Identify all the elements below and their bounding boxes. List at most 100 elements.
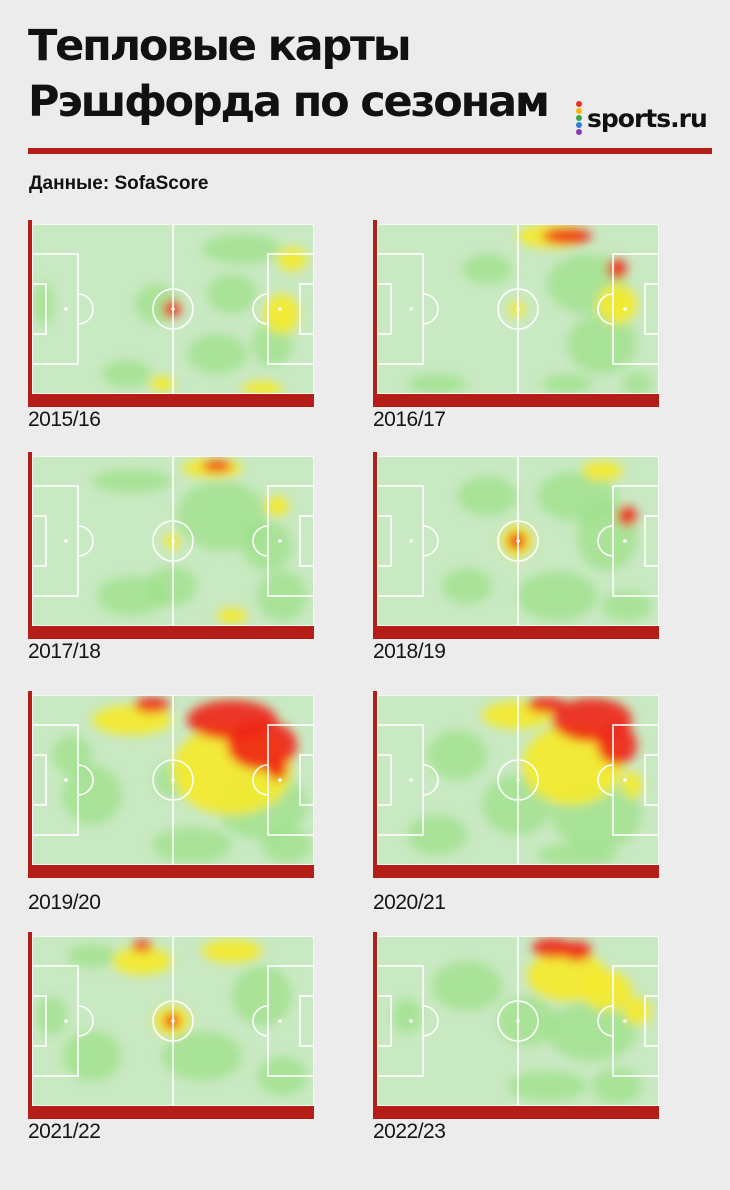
heat-spot bbox=[227, 720, 297, 770]
heatmap-card: 2018/19 bbox=[373, 452, 663, 663]
heat-spot bbox=[547, 1001, 637, 1061]
heatmap-card: 2022/23 bbox=[373, 932, 663, 1143]
data-source-note: Данные: SofaScore bbox=[29, 173, 209, 194]
frame-bottom bbox=[373, 394, 659, 407]
heat-layer bbox=[52, 697, 312, 863]
frame-left bbox=[373, 452, 377, 639]
frame-left bbox=[28, 932, 32, 1119]
heat-spot bbox=[62, 1031, 122, 1081]
heat-spot bbox=[262, 827, 312, 863]
heatmap-svg bbox=[373, 452, 659, 639]
heat-spot bbox=[622, 372, 652, 394]
sports-ru-logo[interactable]: sports.ru bbox=[576, 101, 708, 135]
heat-spot bbox=[242, 381, 282, 394]
logo-dots-icon bbox=[576, 101, 583, 135]
frame-bottom bbox=[28, 865, 314, 878]
season-label: 2017/18 bbox=[28, 640, 101, 663]
heatmap-card: 2015/16 bbox=[28, 220, 318, 431]
season-label: 2018/19 bbox=[373, 640, 446, 663]
heat-spot bbox=[462, 254, 512, 284]
heatmap-svg bbox=[373, 691, 659, 878]
center-circle bbox=[497, 288, 539, 330]
logo-dot bbox=[576, 101, 582, 107]
right-penalty-arc bbox=[252, 293, 269, 325]
right-goal-area bbox=[644, 515, 659, 567]
heat-spot bbox=[582, 461, 622, 481]
center-spot bbox=[171, 1019, 175, 1023]
left-goal-area bbox=[377, 995, 392, 1047]
center-spot bbox=[516, 1019, 520, 1023]
left-goal-area bbox=[32, 995, 47, 1047]
heat-spot bbox=[92, 469, 172, 493]
heat-layer bbox=[392, 938, 651, 1104]
right-penalty-spot bbox=[278, 778, 282, 782]
heat-spot bbox=[567, 314, 637, 374]
heat-spot bbox=[147, 566, 197, 606]
heatmap-svg bbox=[373, 932, 659, 1119]
right-penalty-area bbox=[267, 965, 314, 1077]
heat-spot bbox=[265, 496, 289, 516]
left-penalty-arc bbox=[77, 764, 94, 796]
right-goal-area bbox=[644, 283, 659, 335]
heat-spot bbox=[62, 765, 122, 825]
pitch-frame bbox=[373, 691, 659, 878]
left-penalty-arc bbox=[422, 525, 439, 557]
heat-layer bbox=[407, 224, 652, 394]
heat-spot bbox=[207, 274, 257, 314]
left-penalty-arc bbox=[422, 1005, 439, 1037]
center-spot bbox=[516, 307, 520, 311]
heat-spot bbox=[542, 228, 592, 244]
left-penalty-spot bbox=[409, 1019, 413, 1023]
heat-spot bbox=[497, 996, 557, 1046]
right-penalty-area bbox=[612, 724, 659, 836]
heat-layer bbox=[34, 234, 307, 394]
heat-spot bbox=[277, 247, 307, 271]
heat-spot bbox=[134, 697, 170, 713]
heatmap-svg bbox=[373, 220, 659, 407]
frame-left bbox=[28, 452, 32, 639]
heatmap-svg bbox=[28, 691, 314, 878]
right-penalty-spot bbox=[278, 539, 282, 543]
heat-spot bbox=[162, 1031, 242, 1081]
heatmap-card: 2017/18 bbox=[28, 452, 318, 663]
right-penalty-spot bbox=[623, 778, 627, 782]
right-penalty-arc bbox=[597, 293, 614, 325]
frame-bottom bbox=[28, 626, 314, 639]
heat-spot bbox=[532, 938, 572, 958]
season-label: 2020/21 bbox=[373, 891, 446, 914]
pitch-lines bbox=[32, 695, 314, 865]
center-spot bbox=[171, 778, 175, 782]
left-penalty-arc bbox=[422, 764, 439, 796]
left-goal-area bbox=[32, 515, 47, 567]
heat-spot bbox=[537, 471, 617, 521]
heat-spot bbox=[537, 843, 617, 865]
heat-spot bbox=[432, 961, 502, 1011]
center-spot bbox=[516, 778, 520, 782]
pitch-frame bbox=[373, 932, 659, 1119]
left-penalty-spot bbox=[409, 307, 413, 311]
center-circle bbox=[152, 288, 194, 330]
right-penalty-area bbox=[612, 253, 659, 365]
heat-spot bbox=[264, 294, 300, 334]
left-penalty-area bbox=[377, 724, 424, 836]
left-penalty-spot bbox=[64, 1019, 68, 1023]
left-penalty-area bbox=[377, 965, 424, 1077]
heatmap-card: 2016/17 bbox=[373, 220, 663, 431]
center-spot bbox=[171, 307, 175, 311]
right-penalty-arc bbox=[597, 1005, 614, 1037]
heat-spot bbox=[597, 284, 637, 324]
right-goal-area bbox=[299, 754, 314, 806]
heat-spot bbox=[187, 334, 247, 374]
pitch-frame bbox=[28, 691, 314, 878]
right-penalty-spot bbox=[623, 307, 627, 311]
left-penalty-arc bbox=[422, 293, 439, 325]
frame-left bbox=[28, 691, 32, 878]
heat-spot bbox=[34, 282, 54, 326]
heat-spot bbox=[457, 476, 517, 516]
left-penalty-spot bbox=[64, 539, 68, 543]
right-goal-area bbox=[644, 995, 659, 1047]
right-penalty-area bbox=[267, 724, 314, 836]
right-goal-area bbox=[644, 754, 659, 806]
right-penalty-arc bbox=[252, 525, 269, 557]
right-penalty-spot bbox=[278, 1019, 282, 1023]
